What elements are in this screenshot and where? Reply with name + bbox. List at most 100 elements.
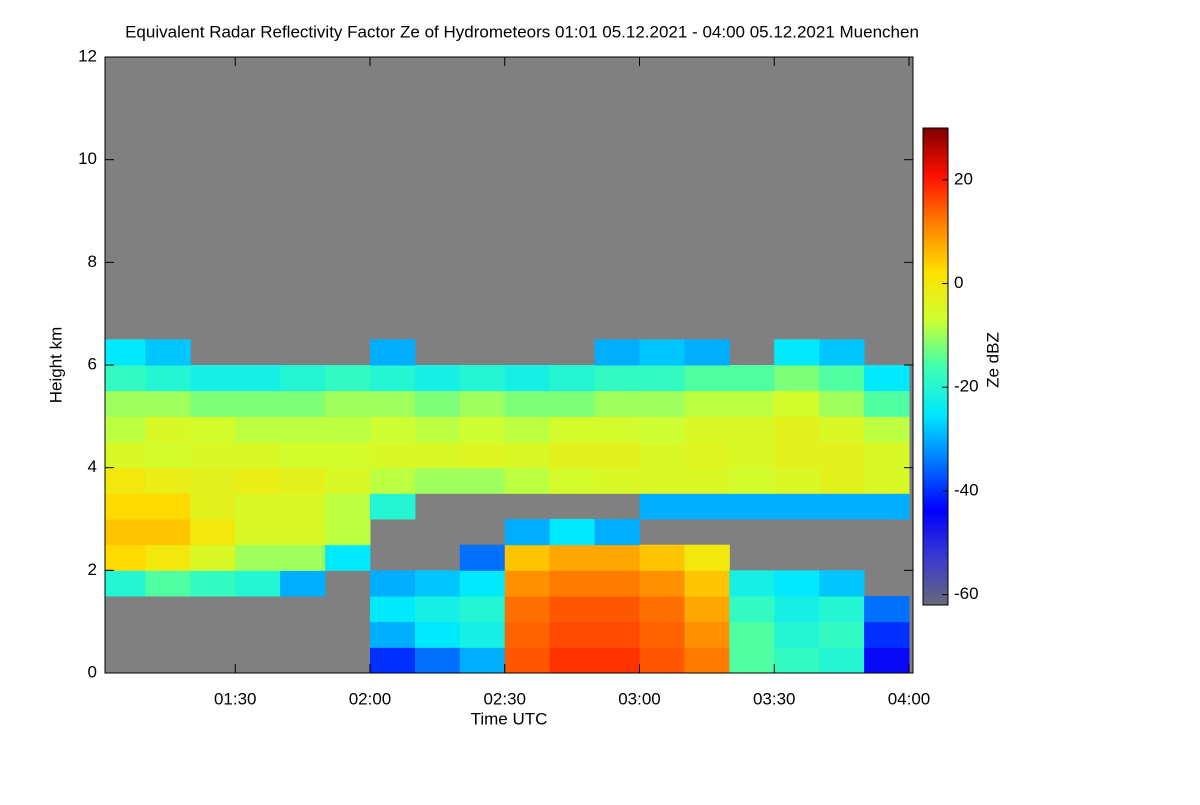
heatmap-cell	[414, 621, 461, 648]
heatmap-cell	[594, 365, 641, 392]
heatmap-cell	[280, 390, 326, 417]
colorbar-slice	[923, 318, 948, 320]
colorbar-slice	[923, 243, 948, 245]
heatmap-cell	[414, 390, 461, 417]
colorbar-slice	[923, 158, 948, 160]
heatmap-cell	[864, 365, 910, 392]
colorbar-slice	[923, 551, 948, 553]
colorbar-slice	[923, 545, 948, 547]
heatmap-cell	[819, 365, 865, 392]
colorbar-slice	[923, 340, 948, 342]
colorbar-slice	[923, 326, 948, 328]
colorbar-slice	[923, 430, 948, 432]
colorbar-slice	[923, 302, 948, 304]
colorbar-slice	[923, 171, 948, 173]
colorbar-slice	[923, 232, 948, 234]
colorbar-slice	[923, 384, 948, 386]
colorbar-slice	[923, 391, 948, 393]
colorbar-slice	[923, 445, 948, 447]
colorbar-slice	[923, 281, 948, 283]
colorbar-slice	[923, 220, 948, 222]
colorbar-tick-label: -60	[954, 584, 979, 603]
colorbar-slice	[923, 343, 948, 345]
colorbar-slice	[923, 446, 948, 448]
colorbar-slice	[923, 590, 948, 592]
colorbar-slice	[923, 263, 948, 265]
colorbar-slice	[923, 443, 948, 445]
heatmap-cell	[105, 390, 146, 417]
colorbar-slice	[923, 241, 948, 243]
colorbar-slice	[923, 313, 948, 315]
heatmap-cell	[774, 596, 820, 623]
colorbar-slice	[923, 403, 948, 405]
colorbar-slice	[923, 415, 948, 417]
heatmap-cell	[414, 467, 461, 494]
y-tick-label: 12	[78, 46, 97, 65]
colorbar-slice	[923, 527, 948, 529]
colorbar-slice	[923, 193, 948, 195]
heatmap-cell	[774, 570, 820, 597]
heatmap-cell	[280, 416, 326, 443]
heatmap-cell	[819, 467, 865, 494]
colorbar-slice	[923, 330, 948, 332]
heatmap-cell	[594, 442, 641, 469]
colorbar-slice	[923, 587, 948, 589]
colorbar-slice	[923, 529, 948, 531]
colorbar-slice	[923, 184, 948, 186]
colorbar-slice	[923, 218, 948, 220]
colorbar-slice	[923, 508, 948, 510]
colorbar-slice	[923, 552, 948, 554]
colorbar-slice	[923, 560, 948, 562]
colorbar-slice	[923, 487, 948, 489]
heatmap-cell	[325, 544, 371, 571]
colorbar-slice	[923, 602, 948, 604]
colorbar-slice	[923, 495, 948, 497]
colorbar-slice	[923, 395, 948, 397]
colorbar-slice	[923, 435, 948, 437]
colorbar-slice	[923, 142, 948, 144]
colorbar-slice	[923, 180, 948, 182]
heatmap-cell	[504, 596, 551, 623]
colorbar-slice	[923, 136, 948, 138]
heatmap-cell	[504, 365, 551, 392]
chart-title: Equivalent Radar Reflectivity Factor Ze …	[125, 22, 919, 41]
colorbar-slice	[923, 555, 948, 557]
heatmap-cell	[864, 442, 910, 469]
colorbar-slice	[923, 289, 948, 291]
colorbar-slice	[923, 519, 948, 521]
heatmap-cell	[459, 570, 506, 597]
colorbar-slice	[923, 224, 948, 226]
colorbar-slice	[923, 398, 948, 400]
colorbar-slice	[923, 339, 948, 341]
colorbar-slice	[923, 512, 948, 514]
colorbar-slice	[923, 239, 948, 241]
colorbar-slice	[923, 382, 948, 384]
heatmap-cell	[594, 570, 641, 597]
heatmap-cell	[459, 442, 506, 469]
heatmap-cell	[145, 416, 191, 443]
heatmap-cell	[325, 416, 371, 443]
heatmap-cell	[819, 339, 865, 366]
colorbar-slice	[923, 261, 948, 263]
colorbar-slice	[923, 478, 948, 480]
colorbar-slice	[923, 488, 948, 490]
colorbar-slice	[923, 284, 948, 286]
colorbar-slice	[923, 227, 948, 229]
colorbar-slice	[923, 570, 948, 572]
colorbar-slice	[923, 216, 948, 218]
heatmap-cell	[864, 596, 910, 623]
heatmap-cell	[639, 493, 685, 520]
colorbar-slice	[923, 233, 948, 235]
colorbar-tick-label: -40	[954, 480, 979, 499]
colorbar-slice	[923, 566, 948, 568]
colorbar-slice	[923, 129, 948, 131]
colorbar-slice	[923, 189, 948, 191]
heatmap-cell	[504, 544, 551, 571]
colorbar-slice	[923, 364, 948, 366]
y-tick-label: 4	[88, 457, 97, 476]
colorbar-slice	[923, 574, 948, 576]
colorbar-slice	[923, 262, 948, 264]
heatmap-cell	[105, 339, 146, 366]
colorbar-slice	[923, 471, 948, 473]
colorbar-slice	[923, 537, 948, 539]
